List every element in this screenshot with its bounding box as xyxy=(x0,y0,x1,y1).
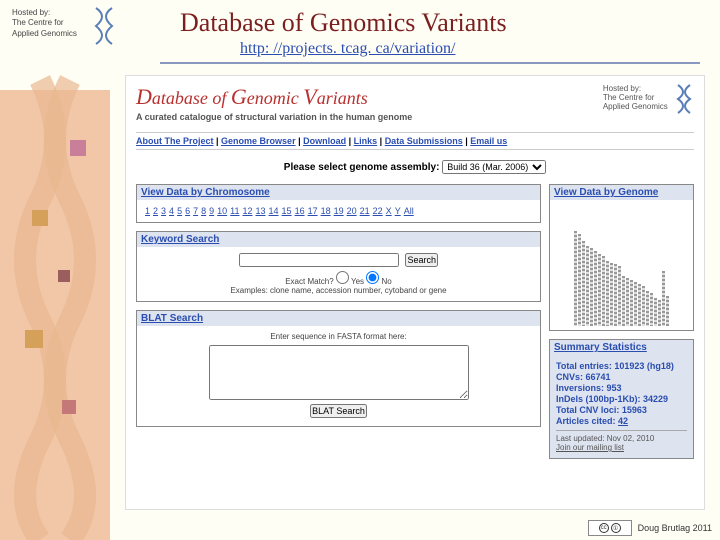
nav-bar: About The Project | Genome Browser | Dow… xyxy=(136,132,694,150)
nav-link[interactable]: About The Project xyxy=(136,136,214,146)
panel-blat: BLAT Search Enter sequence in FASTA form… xyxy=(136,310,541,427)
chrom-link[interactable]: X xyxy=(386,206,392,216)
chrom-link[interactable]: Y xyxy=(395,206,401,216)
chrom-link[interactable]: 4 xyxy=(169,206,174,216)
karyotype-icon[interactable] xyxy=(550,200,693,330)
chrom-link[interactable]: 13 xyxy=(256,206,266,216)
chrom-link[interactable]: 14 xyxy=(269,206,279,216)
nav-link[interactable]: Data Submissions xyxy=(385,136,463,146)
host-label: Hosted by: The Centre for Applied Genomi… xyxy=(12,8,77,39)
chrom-link[interactable]: 12 xyxy=(243,206,253,216)
search-button[interactable]: Search xyxy=(405,253,438,267)
chrom-link[interactable]: 22 xyxy=(373,206,383,216)
assembly-selector-row: Please select genome assembly: Build 36 … xyxy=(126,160,704,174)
panel-keyword: Keyword Search Search Exact Match? Yes N… xyxy=(136,231,541,302)
nav-link[interactable]: Download xyxy=(303,136,346,146)
slide-url-link[interactable]: http: //projects. tcag. ca/variation/ xyxy=(240,40,455,58)
panel-genome: View Data by Genome xyxy=(549,184,694,331)
host-logo-icon xyxy=(90,6,118,46)
slide-title: Database of Genomics Variants xyxy=(180,8,507,38)
mailing-list-link[interactable]: Join our mailing list xyxy=(556,443,624,452)
chrom-link[interactable]: 9 xyxy=(209,206,214,216)
nav-link[interactable]: Links xyxy=(354,136,378,146)
blat-textarea[interactable] xyxy=(209,345,469,400)
accent-square xyxy=(58,270,70,282)
page-host-box: Hosted by:The Centre forApplied Genomics xyxy=(603,84,694,116)
chromosome-links: 12345678910111213141516171819202122XYAll xyxy=(137,200,540,222)
chrom-link[interactable]: 3 xyxy=(161,206,166,216)
panel-stats: Summary Statistics Total entries: 101923… xyxy=(549,339,694,459)
nav-link[interactable]: Email us xyxy=(470,136,507,146)
divider xyxy=(160,62,700,64)
chrom-link[interactable]: 15 xyxy=(282,206,292,216)
chrom-link[interactable]: All xyxy=(404,206,414,216)
chrom-link[interactable]: 21 xyxy=(360,206,370,216)
chrom-link[interactable]: 7 xyxy=(193,206,198,216)
accent-square xyxy=(32,210,48,226)
chrom-link[interactable]: 8 xyxy=(201,206,206,216)
accent-square xyxy=(70,140,86,156)
exact-no-radio[interactable] xyxy=(366,271,379,284)
keyword-input[interactable] xyxy=(239,253,399,267)
chrom-link[interactable]: 11 xyxy=(230,206,239,216)
blat-search-button[interactable]: BLAT Search xyxy=(310,404,367,418)
panel-chromosome: View Data by Chromosome 1234567891011121… xyxy=(136,184,541,223)
chrom-link[interactable]: 10 xyxy=(217,206,227,216)
chrom-link[interactable]: 17 xyxy=(308,206,318,216)
chrom-link[interactable]: 19 xyxy=(334,206,344,216)
chrom-link[interactable]: 18 xyxy=(321,206,331,216)
chrom-link[interactable]: 6 xyxy=(185,206,190,216)
chrom-link[interactable]: 1 xyxy=(145,206,150,216)
embedded-webpage: Database of Genomic Variants A curated c… xyxy=(125,75,705,510)
accent-square xyxy=(62,400,76,414)
chrom-link[interactable]: 2 xyxy=(153,206,158,216)
articles-link[interactable]: 42 xyxy=(618,416,628,426)
chrom-link[interactable]: 16 xyxy=(295,206,305,216)
exact-yes-radio[interactable] xyxy=(336,271,349,284)
assembly-select[interactable]: Build 36 (Mar. 2006) xyxy=(442,160,546,174)
chrom-link[interactable]: 20 xyxy=(347,206,357,216)
cc-license-icon: cc① xyxy=(588,520,632,536)
slide-footer: cc① Doug Brutlag 2011 xyxy=(588,520,712,536)
chrom-link[interactable]: 5 xyxy=(177,206,182,216)
accent-square xyxy=(25,330,43,348)
nav-link[interactable]: Genome Browser xyxy=(221,136,296,146)
